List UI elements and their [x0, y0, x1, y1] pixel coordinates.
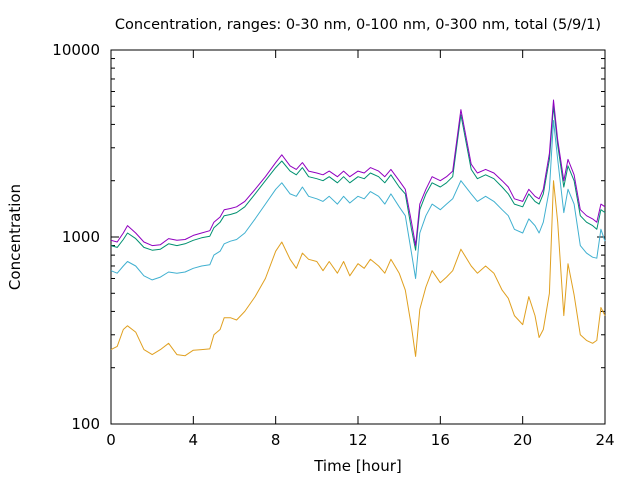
- y-tick-label: 100: [71, 415, 100, 433]
- x-ticks: 0 4 8 12 16 20 24: [106, 50, 615, 449]
- y-minor-ticks: [111, 58, 605, 369]
- series-line-2: [110, 120, 606, 281]
- x-tick-label: 12: [348, 431, 367, 449]
- x-tick-label: 4: [189, 431, 199, 449]
- y-axis-label: Concentration: [6, 184, 24, 290]
- x-tick-label: 8: [271, 431, 281, 449]
- x-tick-label: 0: [106, 431, 116, 449]
- y-tick-label: 10000: [52, 41, 100, 59]
- y-tick-label: 1000: [62, 228, 100, 246]
- chart-title: Concentration, ranges: 0-30 nm, 0-100 nm…: [115, 17, 601, 33]
- series-layer: [110, 99, 606, 357]
- series-line-3: [110, 105, 606, 251]
- x-tick-label: 24: [595, 431, 614, 449]
- series-line-1: [110, 180, 606, 357]
- y-ticks: 100 1000 10000: [52, 41, 605, 433]
- x-axis-label: Time [hour]: [313, 457, 402, 475]
- x-tick-label: 16: [431, 431, 450, 449]
- series-line-4: [110, 99, 606, 247]
- x-tick-label: 20: [513, 431, 532, 449]
- plot-frame: [110, 49, 606, 425]
